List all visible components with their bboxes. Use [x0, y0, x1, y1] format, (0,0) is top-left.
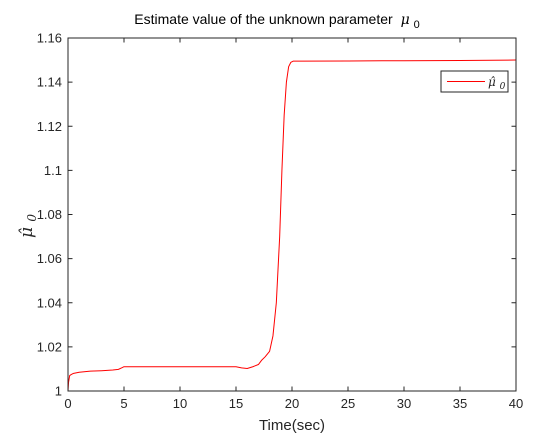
y-axis-label-symbol: μ̂ [17, 227, 37, 238]
y-tick-label: 1.04 [37, 295, 62, 310]
chart-title-symbol: μ [401, 12, 410, 28]
y-tick-label: 1.16 [37, 31, 62, 46]
legend-label-symbol: μ̂ [488, 75, 496, 89]
legend-label-subscript: 0 [500, 82, 506, 92]
y-tick-label: 1 [55, 384, 62, 399]
chart-title-symbol-subscript: 0 [414, 19, 420, 31]
x-tick-label: 35 [453, 396, 467, 411]
x-tick-label: 5 [120, 396, 127, 411]
y-tick-label: 1.1 [44, 163, 62, 178]
y-axis-label-subscript: 0 [25, 214, 39, 222]
x-tick-label: 25 [341, 396, 355, 411]
x-tick-label: 15 [229, 396, 243, 411]
x-tick-label: 30 [397, 396, 411, 411]
x-axis-label: Time(sec) [259, 417, 325, 434]
series-layer [67, 59, 517, 392]
series-line-0 [67, 59, 517, 392]
y-tick-label: 1.14 [37, 75, 62, 90]
x-tick-label: 40 [509, 396, 523, 411]
legend: μ̂ 0 [440, 70, 509, 93]
plot-area [68, 38, 516, 391]
x-tick-label: 0 [64, 396, 71, 411]
y-tick-label: 1.02 [37, 339, 62, 354]
y-tick-label: 1.12 [37, 119, 62, 134]
axes-layer: 0 5 10 15 20 25 30 35 40 1 1.02 1.04 1.06 1.08 1.1 1.12… [37, 31, 524, 412]
x-tick-label: 20 [285, 396, 299, 411]
chart-title-text: Estimate value of the unknown parameter [134, 11, 393, 27]
x-tick-label: 10 [173, 396, 187, 411]
chart-title: Estimate value of the unknown parameter … [134, 11, 419, 31]
y-axis-label: μ̂ 0 [17, 214, 39, 238]
y-tick-label: 1.06 [37, 251, 62, 266]
y-tick-label: 1.08 [37, 207, 62, 222]
legend-label: μ̂ 0 [488, 75, 506, 92]
